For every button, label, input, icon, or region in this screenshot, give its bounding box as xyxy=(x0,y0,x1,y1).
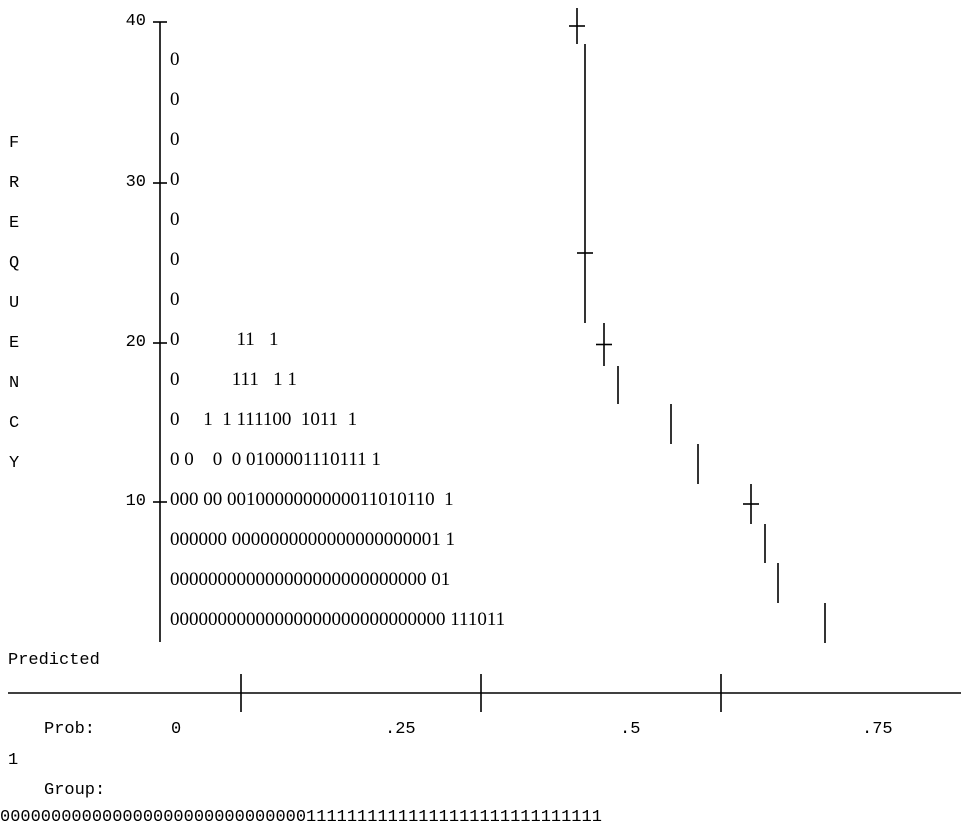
y-axis-title-letter: N xyxy=(9,374,20,393)
y-axis-title-letter: E xyxy=(9,214,20,233)
histogram-row: 000 00 0010000000000011010110 1 xyxy=(170,489,454,510)
histogram-row: 0 xyxy=(170,169,180,190)
histogram-row: 0 0 0 0 0100001110111 1 xyxy=(170,449,381,470)
histogram-row: 0 1 1 111100 1011 1 xyxy=(170,409,358,430)
frequency-markers xyxy=(569,8,826,643)
prob-tick-label: 0 xyxy=(171,720,182,739)
group-sequence: 0000000000000000000000000000001111111111… xyxy=(0,808,602,827)
histogram-row: 000000 0000000000000000000001 1 xyxy=(170,529,455,550)
prob-label: Prob: xyxy=(44,720,96,739)
y-tick-label: 40 xyxy=(125,12,146,31)
histogram-row: 0 11 1 xyxy=(170,329,279,350)
prob-tick-label: .75 xyxy=(862,720,893,739)
y-tick-label: 20 xyxy=(125,333,146,352)
y-axis-title-letter: Q xyxy=(9,254,20,273)
histogram-row: 0 111 1 1 xyxy=(170,369,297,390)
predicted-label: Predicted xyxy=(8,651,100,670)
y-axis-title-letter: U xyxy=(9,294,20,313)
histogram-row: 0 xyxy=(170,289,180,310)
plot-axes xyxy=(8,21,961,712)
prob-tick-label: .5 xyxy=(620,720,641,739)
histogram-row: 0 xyxy=(170,209,180,230)
histogram-row: 00000000000000000000000000000 111011 xyxy=(170,609,506,630)
histogram-row: 0 xyxy=(170,249,180,270)
group-label: Group: xyxy=(44,781,106,800)
histogram-row: 0 xyxy=(170,129,180,150)
y-axis-title-letter: Y xyxy=(9,454,20,473)
y-axis-title-letter: C xyxy=(9,414,20,433)
y-axis-title-letter: E xyxy=(9,334,20,353)
y-axis-title-letter: F xyxy=(9,134,20,153)
histogram-row: 000000000000000000000000000 01 xyxy=(170,569,451,590)
y-tick-label: 30 xyxy=(125,173,146,192)
y-axis-title-letter: R xyxy=(9,174,20,193)
histogram-row: 0 xyxy=(170,49,180,70)
prob-end-label: 1 xyxy=(8,751,19,770)
prob-tick-label: .25 xyxy=(385,720,416,739)
histogram-row: 0 xyxy=(170,89,180,110)
y-tick-label: 10 xyxy=(125,492,146,511)
